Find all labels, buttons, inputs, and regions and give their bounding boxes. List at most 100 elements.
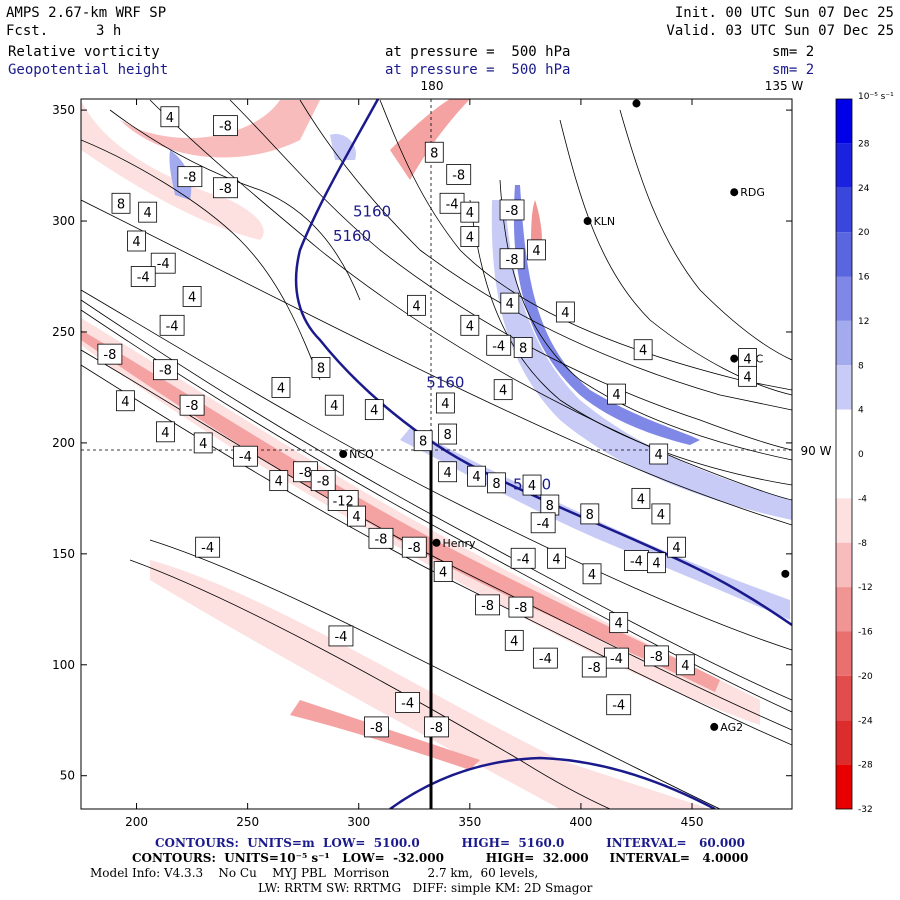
vorticity-contour-label: -8 (310, 470, 336, 492)
svg-text:-8: -8 (186, 399, 199, 414)
vorticity-contour-label: -8 (499, 199, 525, 221)
station-marker (710, 722, 719, 731)
vorticity-contour-label: -8 (364, 716, 389, 738)
vorticity-contour-label: -4 (604, 647, 629, 669)
valid-time: Valid. 03 UTC Sun 07 Dec 25 (666, 23, 894, 39)
vorticity-contour-label: 8 (580, 503, 600, 525)
vorticity-contour-label: -8 (153, 359, 178, 381)
vorticity-contour-label: 4 (156, 421, 175, 443)
svg-text:4: 4 (652, 557, 660, 572)
vorticity-contour-label: 8 (438, 423, 458, 445)
vorticity-contour-label: 8 (111, 192, 131, 214)
vorticity-contour-label: 8 (540, 494, 560, 516)
vorticity-contour-label: -8 (499, 248, 525, 270)
svg-text:4: 4 (532, 244, 540, 259)
svg-text:4: 4 (612, 388, 620, 403)
svg-text:4: 4 (277, 381, 285, 396)
vorticity-contour-label: 4 (649, 443, 669, 465)
colorbar-tick-label: 0 (858, 450, 864, 460)
colorbar-swatch (836, 365, 852, 410)
vorticity-contour-label: 4 (460, 226, 480, 247)
svg-text:4: 4 (561, 306, 569, 321)
svg-text:-4: -4 (137, 271, 150, 286)
vorticity-contour-label: 4 (527, 239, 546, 261)
y-axis: 50 100 150 200 250 300 350 (52, 103, 792, 783)
x-tick-label: 400 (569, 815, 592, 829)
svg-text:8: 8 (586, 508, 594, 523)
svg-text:8: 8 (492, 477, 500, 492)
x-tick-label: 250 (236, 815, 259, 829)
vorticity-contour-label: -8 (508, 596, 534, 618)
x-axis: 200 250 300 350 400 450 (125, 99, 703, 829)
svg-text:4: 4 (466, 231, 474, 246)
station-label: Henry (443, 537, 477, 550)
colorbar-swatch (836, 764, 852, 809)
vorticity-contour-label: -8 (424, 716, 449, 738)
colorbar-tick-label: 28 (858, 139, 870, 149)
svg-text:4: 4 (639, 344, 647, 359)
vorticity-contour-label: 4 (324, 394, 344, 416)
vorticity-contour-label: 4 (547, 547, 566, 569)
vorticity-contour-label: 4 (460, 201, 480, 223)
vorticity-contour-label: -8 (401, 536, 427, 558)
svg-text:4: 4 (121, 395, 129, 410)
svg-text:-8: -8 (408, 541, 421, 556)
svg-text:-4: -4 (446, 197, 459, 212)
svg-text:4: 4 (370, 404, 378, 419)
vorticity-contour-label: -4 (195, 536, 221, 558)
x-tick-label: 200 (125, 815, 148, 829)
svg-text:-8: -8 (299, 466, 312, 481)
y-tick-label: 50 (60, 769, 75, 783)
y-tick-label: 200 (52, 436, 75, 450)
svg-text:4: 4 (528, 479, 536, 494)
colorbar-tick-label: -12 (858, 583, 873, 593)
model-title: AMPS 2.67-km WRF SP (6, 5, 167, 21)
svg-text:8: 8 (430, 146, 438, 161)
colorbar-tick-label: 20 (858, 228, 870, 238)
vorticity-contour-label: 4 (467, 465, 486, 487)
svg-text:8: 8 (317, 361, 325, 376)
vorticity-contour-label: -8 (581, 656, 607, 678)
svg-text:4: 4 (672, 541, 680, 556)
vorticity-contour-label: 4 (138, 201, 158, 223)
colorbar-swatch (836, 99, 852, 144)
vorticity-contour-label: 4 (609, 612, 629, 634)
colorbar-swatch (836, 587, 852, 632)
vorticity-contour-label: -4 (130, 266, 156, 287)
vorticity-contour-label: -4 (233, 445, 258, 467)
vorticity-contour-label: 4 (633, 339, 653, 361)
svg-text:-8: -8 (219, 120, 232, 135)
svg-text:4: 4 (166, 111, 174, 126)
svg-text:-8: -8 (183, 171, 196, 186)
colorbar-swatch (836, 631, 852, 676)
footer-height-contours: CONTOURS: UNITS=m LOW= 5100.0 HIGH= 5160… (155, 836, 745, 850)
x-tick-label: 300 (347, 815, 370, 829)
vorticity-contour-label: 4 (631, 487, 651, 509)
init-time: Init. 00 UTC Sun 07 Dec 25 (674, 5, 894, 21)
svg-text:8: 8 (117, 197, 125, 212)
svg-text:4: 4 (466, 206, 474, 221)
reference-lines (81, 99, 792, 451)
vorticity-contour-label: 4 (182, 286, 202, 307)
vorticity-contour-label: 4 (582, 563, 602, 585)
svg-text:-4: -4 (334, 630, 347, 645)
colorbar-tick-label: -20 (858, 672, 873, 682)
vorticity-contour-label: -4 (395, 692, 421, 713)
height-contour-label: 5160 (333, 227, 371, 245)
vorticity-contour-label: 4 (460, 314, 480, 336)
colorbar-tick-label: -8 (858, 539, 867, 549)
field2-smooth: sm= 2 (772, 62, 815, 78)
svg-text:-8: -8 (650, 650, 663, 665)
vorticity-contour-label: 4 (269, 470, 289, 492)
vorticity-contour-label: 4 (271, 377, 291, 398)
y-tick-label: 300 (52, 214, 75, 228)
colorbar-tick-label: 4 (858, 406, 864, 416)
svg-text:-4: -4 (539, 652, 552, 667)
svg-text:-8: -8 (374, 532, 387, 547)
svg-text:-8: -8 (219, 182, 232, 197)
y-tick-label: 350 (52, 103, 75, 117)
svg-text:-4: -4 (630, 555, 643, 570)
svg-text:4: 4 (506, 297, 514, 312)
svg-text:-8: -8 (103, 348, 116, 363)
